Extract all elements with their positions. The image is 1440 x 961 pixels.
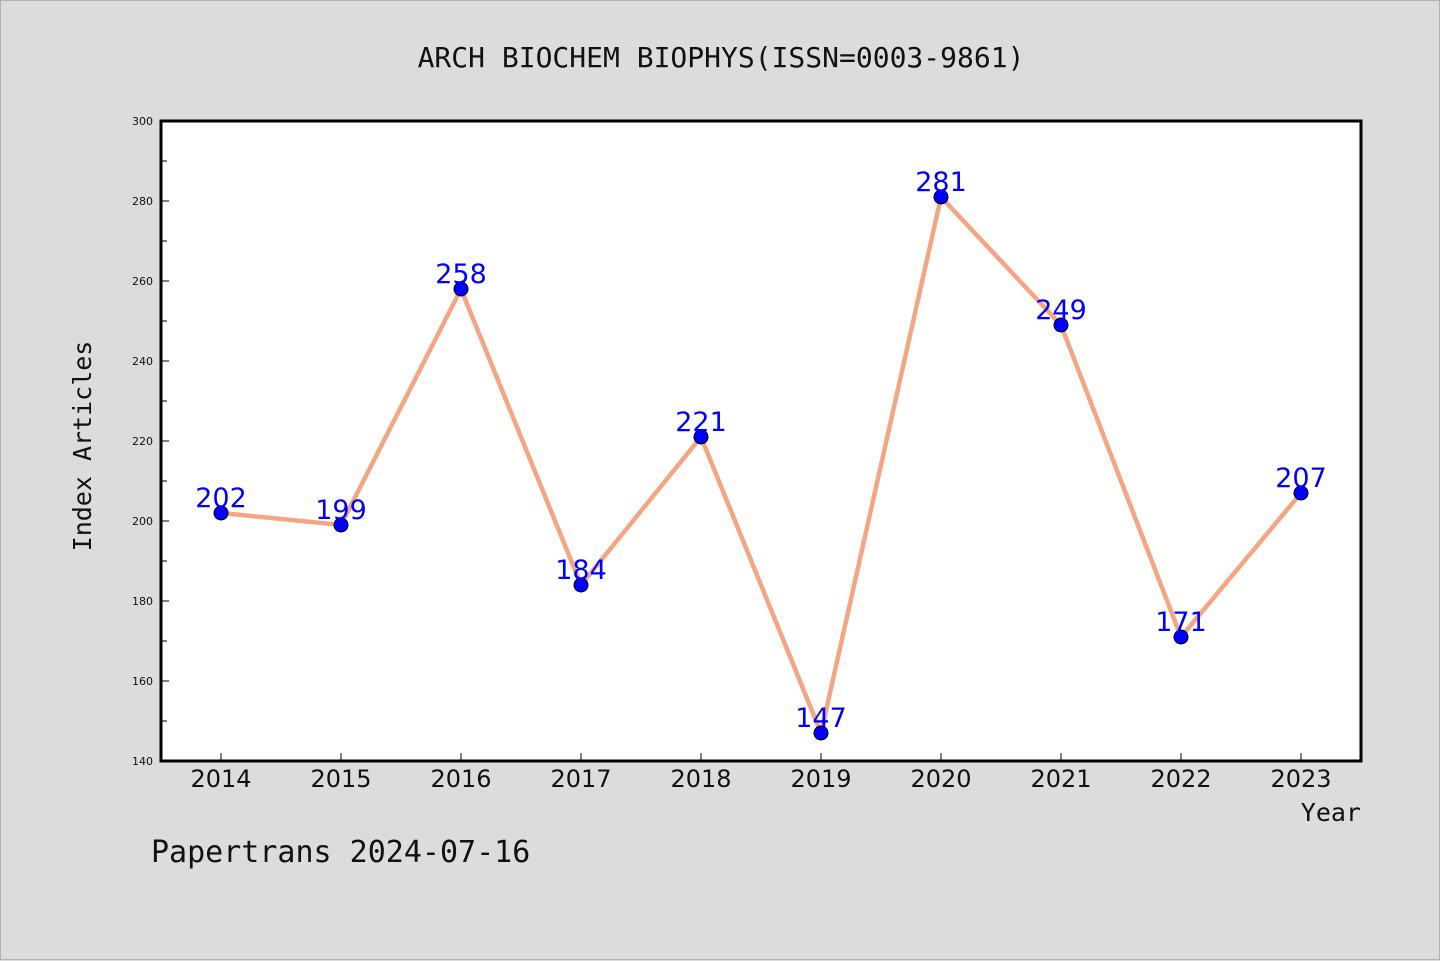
data-point [813,725,829,741]
data-labels: 202 199 258 184 221 147 281 249 171 207 [195,167,1327,734]
x-tick-label: 2017 [550,765,611,793]
data-label: 199 [315,495,367,526]
data-label: 147 [795,703,847,734]
y-tick-label: 240 [132,355,153,368]
data-label: 249 [1035,295,1087,326]
y-tick-label: 200 [132,515,153,528]
x-tick-label: 2021 [1030,765,1091,793]
data-label: 202 [195,483,247,514]
y-tick-label: 140 [132,755,153,768]
y-tick-label: 300 [132,115,153,128]
x-tick-label: 2014 [190,765,251,793]
data-point [1053,317,1069,333]
x-tick-label: 2022 [1150,765,1211,793]
x-tick-label: 2015 [310,765,371,793]
data-point [1293,485,1309,501]
data-label: 171 [1155,607,1207,638]
data-label: 258 [435,259,487,290]
data-point [333,517,349,533]
x-tick-label: 2016 [430,765,491,793]
chart-title: ARCH BIOCHEM BIOPHYS(ISSN=0003-9861) [418,41,1025,74]
x-axis-label: Year [1301,798,1361,827]
y-tick-label: 160 [132,675,153,688]
data-point [453,281,469,297]
x-tick-label: 2018 [670,765,731,793]
y-tick-label: 180 [132,595,153,608]
y-axis-label: Index Articles [68,341,97,552]
x-tick-label: 2023 [1270,765,1331,793]
plot-area [159,119,1363,763]
x-axis: 2014 2015 2016 2017 2018 2019 2020 2021 2022 2023 [190,753,1332,793]
data-label: 221 [675,407,727,438]
series-line [220,192,1303,741]
data-label: 281 [915,167,967,198]
y-axis: 140 160 180 200 220 240 260 280 300 [132,115,169,768]
data-point [573,577,589,593]
data-label: 184 [555,555,607,586]
data-point [1173,629,1189,645]
footer-credit: Papertrans 2024-07-16 [151,835,531,870]
y-tick-label: 280 [132,195,153,208]
data-point [933,189,949,205]
x-tick-label: 2019 [790,765,851,793]
data-point [693,429,709,445]
x-tick-label: 2020 [910,765,971,793]
data-point [213,505,229,521]
y-tick-label: 260 [132,275,153,288]
y-tick-label: 220 [132,435,153,448]
series-layer [213,189,1309,741]
data-label: 207 [1275,463,1327,494]
